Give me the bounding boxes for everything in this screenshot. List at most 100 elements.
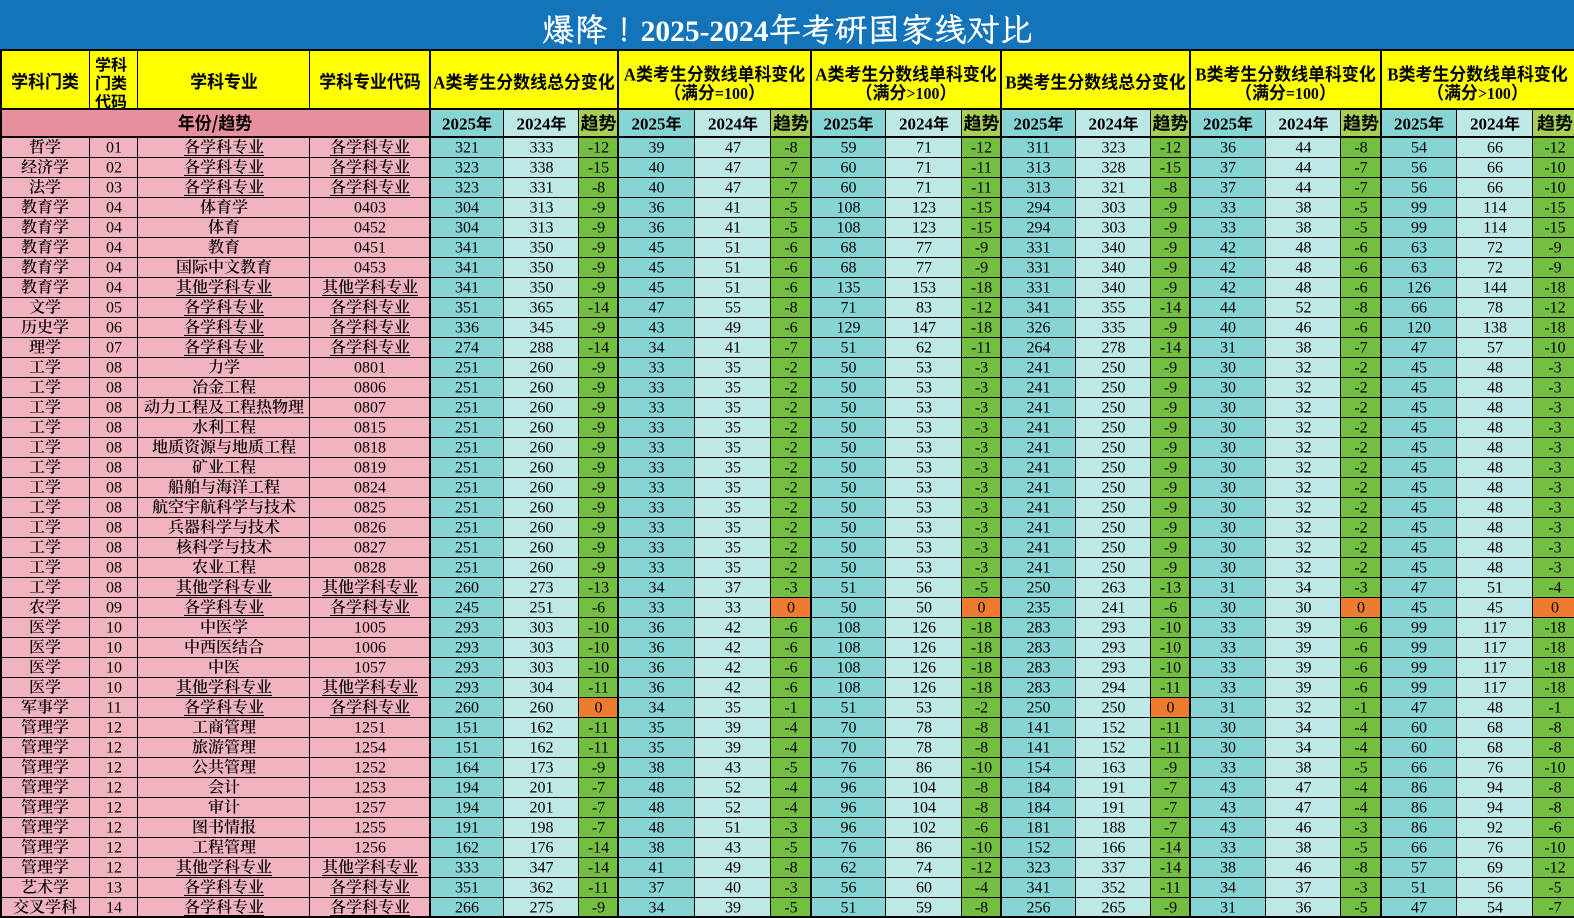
svg-text:335: 335: [1102, 320, 1126, 337]
svg-text:260: 260: [530, 540, 554, 557]
svg-text:35: 35: [725, 420, 741, 437]
svg-text:1253: 1253: [354, 780, 386, 797]
svg-text:33: 33: [649, 540, 665, 557]
svg-text:304: 304: [455, 200, 479, 217]
svg-text:51: 51: [725, 240, 741, 257]
svg-text:39: 39: [725, 720, 741, 737]
svg-text:251: 251: [455, 520, 479, 537]
svg-text:04: 04: [106, 220, 122, 237]
svg-text:47: 47: [1411, 580, 1427, 597]
svg-text:-3: -3: [784, 820, 797, 837]
svg-text:-9: -9: [1164, 500, 1177, 517]
svg-text:12: 12: [106, 780, 122, 797]
svg-text:-11: -11: [588, 720, 609, 737]
svg-text:-12: -12: [588, 140, 609, 157]
svg-text:0815: 0815: [354, 420, 386, 437]
svg-text:47: 47: [1411, 340, 1427, 357]
svg-text:-9: -9: [1164, 320, 1177, 337]
svg-text:2025: 2025: [442, 115, 476, 134]
svg-text:71: 71: [916, 140, 932, 157]
svg-text:31: 31: [1220, 700, 1236, 717]
svg-text:-3: -3: [1548, 500, 1561, 517]
svg-text:33: 33: [649, 400, 665, 417]
svg-text:76: 76: [1487, 840, 1503, 857]
svg-text:-10: -10: [1544, 340, 1565, 357]
svg-text:12: 12: [106, 800, 122, 817]
svg-text:59: 59: [916, 900, 932, 917]
svg-text:34: 34: [1296, 580, 1312, 597]
svg-text:-9: -9: [1164, 540, 1177, 557]
svg-text:-2: -2: [1354, 560, 1367, 577]
svg-text:-5: -5: [1354, 900, 1367, 917]
svg-text:313: 313: [1027, 180, 1051, 197]
svg-text:60: 60: [1411, 720, 1427, 737]
svg-text:-10: -10: [1160, 640, 1181, 657]
svg-text:294: 294: [1027, 220, 1051, 237]
svg-text:34: 34: [1296, 720, 1312, 737]
svg-text:-5: -5: [1354, 220, 1367, 237]
svg-text:72: 72: [1487, 260, 1503, 277]
svg-text:12: 12: [106, 720, 122, 737]
svg-text:129: 129: [837, 320, 861, 337]
svg-text:337: 337: [1102, 860, 1126, 877]
svg-text:-4: -4: [975, 880, 988, 897]
svg-text:99: 99: [1411, 660, 1427, 677]
svg-text:51: 51: [841, 900, 857, 917]
svg-text:260: 260: [530, 460, 554, 477]
svg-text:-3: -3: [975, 560, 988, 577]
svg-text:35: 35: [725, 700, 741, 717]
svg-text:108: 108: [837, 220, 861, 237]
svg-text:108: 108: [837, 660, 861, 677]
svg-text:94: 94: [1487, 780, 1503, 797]
svg-text:-6: -6: [784, 640, 797, 657]
svg-text:2025: 2025: [824, 115, 858, 134]
svg-text:-6: -6: [1354, 640, 1367, 657]
svg-text:241: 241: [1027, 380, 1051, 397]
svg-text:126: 126: [912, 660, 936, 677]
svg-text:303: 303: [530, 620, 554, 637]
svg-text:A: A: [433, 72, 446, 93]
svg-text:30: 30: [1220, 740, 1236, 757]
svg-text:32: 32: [1296, 520, 1312, 537]
svg-text:30: 30: [1220, 540, 1236, 557]
svg-text:201: 201: [530, 780, 554, 797]
svg-text:-9: -9: [592, 240, 605, 257]
svg-text:241: 241: [1102, 600, 1126, 617]
svg-text:48: 48: [1487, 700, 1503, 717]
svg-text:32: 32: [1296, 460, 1312, 477]
svg-text:-12: -12: [1544, 140, 1565, 157]
svg-text:35: 35: [725, 540, 741, 557]
svg-text:-2: -2: [1354, 500, 1367, 517]
svg-text:41: 41: [725, 340, 741, 357]
svg-text:250: 250: [1102, 400, 1126, 417]
svg-text:33: 33: [725, 600, 741, 617]
svg-text:265: 265: [1102, 900, 1126, 917]
svg-text:08: 08: [106, 580, 122, 597]
svg-text:-9: -9: [1164, 280, 1177, 297]
svg-text:53: 53: [916, 700, 932, 717]
svg-text:266: 266: [455, 900, 479, 917]
svg-text:>100: >100: [1478, 84, 1511, 104]
svg-text:141: 141: [1027, 740, 1051, 757]
svg-text:138: 138: [1483, 320, 1507, 337]
svg-text:350: 350: [530, 240, 554, 257]
svg-text:68: 68: [841, 260, 857, 277]
svg-text:108: 108: [837, 200, 861, 217]
svg-text:-14: -14: [1160, 840, 1181, 857]
svg-text:-6: -6: [1354, 660, 1367, 677]
svg-text:-2: -2: [1354, 360, 1367, 377]
svg-text:333: 333: [455, 860, 479, 877]
svg-text:117: 117: [1483, 660, 1506, 677]
svg-text:78: 78: [916, 720, 932, 737]
svg-text:44: 44: [1296, 140, 1312, 157]
svg-text:-7: -7: [784, 160, 797, 177]
svg-text:-9: -9: [1164, 900, 1177, 917]
svg-text:123: 123: [912, 220, 936, 237]
svg-text:-11: -11: [971, 180, 992, 197]
svg-text:336: 336: [455, 320, 479, 337]
svg-text:32: 32: [1296, 480, 1312, 497]
svg-text:86: 86: [1411, 800, 1427, 817]
svg-text:-3: -3: [975, 500, 988, 517]
svg-text:30: 30: [1296, 600, 1312, 617]
svg-text:294: 294: [1027, 200, 1051, 217]
